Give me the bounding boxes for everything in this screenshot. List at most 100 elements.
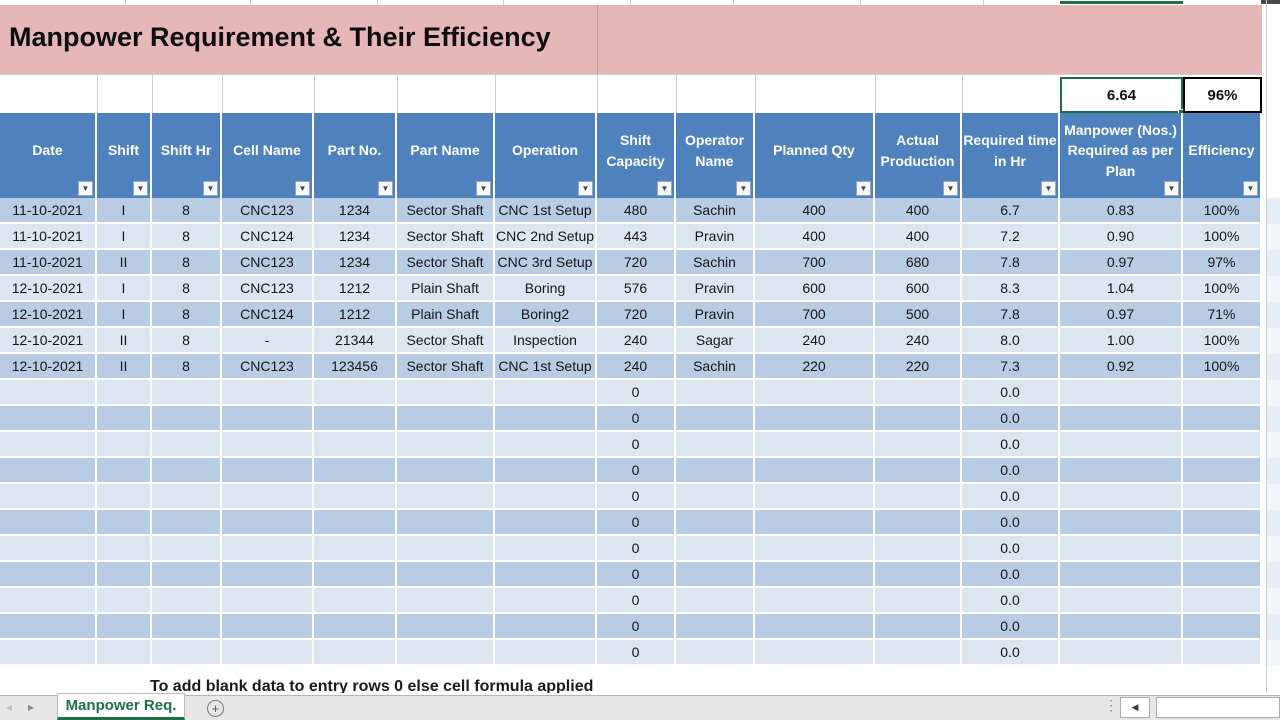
table-cell[interactable]: 8.0 xyxy=(962,328,1060,354)
table-cell[interactable] xyxy=(495,432,597,458)
table-cell[interactable]: 1.00 xyxy=(1060,328,1183,354)
table-cell[interactable]: 0.83 xyxy=(1060,198,1183,224)
filter-dropdown-button[interactable]: ▼ xyxy=(736,181,751,196)
table-cell[interactable] xyxy=(222,458,314,484)
table-cell[interactable]: 1234 xyxy=(314,198,397,224)
table-cell[interactable]: 100% xyxy=(1183,224,1262,250)
table-cell[interactable]: 0 xyxy=(597,432,676,458)
table-cell[interactable]: 1234 xyxy=(314,224,397,250)
table-cell[interactable] xyxy=(397,406,495,432)
table-cell[interactable] xyxy=(0,536,97,562)
table-cell[interactable] xyxy=(495,588,597,614)
table-cell[interactable] xyxy=(875,562,962,588)
table-cell[interactable]: 12-10-2021 xyxy=(0,354,97,380)
table-cell[interactable] xyxy=(875,588,962,614)
table-cell[interactable] xyxy=(1183,614,1262,640)
table-cell[interactable] xyxy=(314,640,397,666)
table-cell[interactable]: 100% xyxy=(1183,276,1262,302)
table-cell[interactable] xyxy=(314,562,397,588)
table-cell[interactable]: 11-10-2021 xyxy=(0,198,97,224)
table-cell[interactable] xyxy=(1060,484,1183,510)
table-cell[interactable]: 8 xyxy=(152,198,222,224)
table-cell[interactable] xyxy=(97,588,152,614)
table-cell[interactable] xyxy=(1060,562,1183,588)
table-cell[interactable]: Boring2 xyxy=(495,302,597,328)
table-cell[interactable] xyxy=(495,484,597,510)
table-cell[interactable]: 8 xyxy=(152,224,222,250)
table-cell[interactable]: 0.0 xyxy=(962,458,1060,484)
table-cell[interactable] xyxy=(676,640,755,666)
table-cell[interactable] xyxy=(314,432,397,458)
table-cell[interactable]: 0.0 xyxy=(962,484,1060,510)
table-cell[interactable]: 1212 xyxy=(314,276,397,302)
table-cell[interactable]: 680 xyxy=(875,250,962,276)
table-cell[interactable]: 8 xyxy=(152,250,222,276)
table-cell[interactable]: 0.92 xyxy=(1060,354,1183,380)
table-cell[interactable]: 7.8 xyxy=(962,250,1060,276)
table-cell[interactable] xyxy=(97,432,152,458)
table-cell[interactable]: CNC123 xyxy=(222,198,314,224)
table-cell[interactable] xyxy=(314,588,397,614)
table-cell[interactable]: 0 xyxy=(597,640,676,666)
table-cell[interactable] xyxy=(97,380,152,406)
table-cell[interactable] xyxy=(495,406,597,432)
table-cell[interactable] xyxy=(875,458,962,484)
table-cell[interactable]: 400 xyxy=(875,224,962,250)
filter-dropdown-button[interactable]: ▼ xyxy=(133,181,148,196)
table-cell[interactable]: 1212 xyxy=(314,302,397,328)
table-cell[interactable]: 12-10-2021 xyxy=(0,302,97,328)
table-cell[interactable] xyxy=(397,484,495,510)
table-cell[interactable] xyxy=(875,484,962,510)
table-cell[interactable]: 400 xyxy=(755,224,875,250)
table-cell[interactable]: I xyxy=(97,198,152,224)
table-cell[interactable] xyxy=(1183,406,1262,432)
table-cell[interactable] xyxy=(676,432,755,458)
filter-dropdown-button[interactable]: ▼ xyxy=(295,181,310,196)
table-cell[interactable]: 8 xyxy=(152,354,222,380)
table-cell[interactable]: 21344 xyxy=(314,328,397,354)
table-cell[interactable]: 400 xyxy=(875,198,962,224)
table-cell[interactable] xyxy=(1060,510,1183,536)
selected-cell-manpower-total[interactable]: 6.64 xyxy=(1060,77,1183,113)
table-cell[interactable] xyxy=(1060,614,1183,640)
table-cell[interactable]: 0.0 xyxy=(962,432,1060,458)
table-cell[interactable]: II xyxy=(97,328,152,354)
table-cell[interactable] xyxy=(397,614,495,640)
table-cell[interactable]: 11-10-2021 xyxy=(0,250,97,276)
table-cell[interactable]: Sagar xyxy=(676,328,755,354)
table-cell[interactable] xyxy=(1183,562,1262,588)
efficiency-total-cell[interactable]: 96% xyxy=(1183,77,1262,113)
table-cell[interactable]: 240 xyxy=(597,328,676,354)
table-cell[interactable] xyxy=(676,406,755,432)
table-cell[interactable] xyxy=(397,458,495,484)
table-cell[interactable] xyxy=(1183,640,1262,666)
table-cell[interactable] xyxy=(1183,536,1262,562)
table-cell[interactable] xyxy=(495,640,597,666)
table-cell[interactable] xyxy=(152,640,222,666)
table-cell[interactable] xyxy=(314,614,397,640)
table-cell[interactable] xyxy=(97,458,152,484)
table-cell[interactable] xyxy=(97,640,152,666)
table-cell[interactable]: 720 xyxy=(597,302,676,328)
table-cell[interactable]: 12-10-2021 xyxy=(0,276,97,302)
table-cell[interactable] xyxy=(314,510,397,536)
table-cell[interactable]: 0.90 xyxy=(1060,224,1183,250)
table-cell[interactable] xyxy=(676,484,755,510)
table-cell[interactable]: Sector Shaft xyxy=(397,354,495,380)
table-cell[interactable] xyxy=(0,380,97,406)
table-cell[interactable]: 71% xyxy=(1183,302,1262,328)
table-cell[interactable] xyxy=(152,536,222,562)
table-cell[interactable] xyxy=(152,458,222,484)
table-cell[interactable] xyxy=(676,562,755,588)
table-cell[interactable]: Sector Shaft xyxy=(397,224,495,250)
table-cell[interactable]: 576 xyxy=(597,276,676,302)
table-cell[interactable]: 0.0 xyxy=(962,510,1060,536)
table-cell[interactable] xyxy=(1060,588,1183,614)
table-cell[interactable] xyxy=(1060,432,1183,458)
table-cell[interactable] xyxy=(397,510,495,536)
tab-scroll-splitter[interactable]: ⋮ xyxy=(1104,697,1118,713)
table-cell[interactable]: - xyxy=(222,328,314,354)
table-cell[interactable] xyxy=(495,614,597,640)
table-cell[interactable] xyxy=(152,588,222,614)
table-cell[interactable]: 7.2 xyxy=(962,224,1060,250)
